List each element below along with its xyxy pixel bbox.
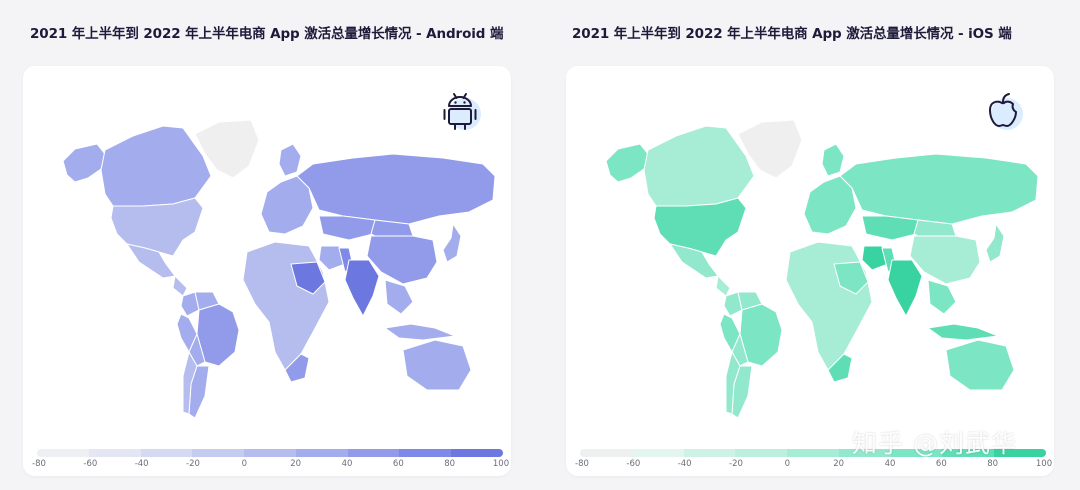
legend-tick-label: -20	[729, 459, 743, 469]
legend-swatch	[347, 449, 400, 457]
ios-panel-title: 2021 年上半年到 2022 年上半年电商 App 激活总量增长情况 - iO…	[572, 26, 1012, 42]
legend-swatch	[631, 449, 684, 457]
region-japan[interactable]	[442, 223, 462, 263]
legend-tick-label: 80	[987, 459, 999, 469]
region-greenland[interactable]	[194, 119, 260, 179]
region-indonesia[interactable]	[927, 323, 999, 341]
region-south-africa[interactable]	[284, 353, 310, 383]
legend-tick-label: 100	[492, 459, 510, 469]
region-saudi-arabia[interactable]	[833, 261, 869, 295]
region-scandinavia[interactable]	[278, 143, 302, 177]
legend-swatch	[295, 449, 348, 457]
legend-tick-label: -80	[32, 459, 46, 469]
legend-swatch	[994, 449, 1046, 457]
legend-tick-label: 40	[341, 459, 353, 469]
region-china[interactable]	[909, 235, 981, 285]
region-united-states[interactable]	[110, 197, 204, 257]
ios-map-card: -80 -60 -40 -20 0 20 40 60 80 100	[566, 66, 1054, 476]
legend-tick-label: 40	[884, 459, 896, 469]
legend-swatch	[683, 449, 736, 457]
region-alaska[interactable]	[605, 143, 649, 183]
region-chile[interactable]	[725, 351, 741, 415]
region-africa[interactable]	[785, 241, 873, 371]
region-colombia[interactable]	[723, 291, 743, 317]
legend-tick-label: -40	[677, 459, 692, 469]
region-greenland[interactable]	[737, 119, 803, 179]
region-central-america[interactable]	[172, 275, 188, 297]
region-scandinavia[interactable]	[821, 143, 845, 177]
legend-tick-label: -40	[134, 459, 149, 469]
region-europe[interactable]	[260, 175, 314, 235]
region-africa[interactable]	[242, 241, 330, 371]
legend-swatch	[787, 449, 839, 457]
android-icon	[443, 93, 481, 130]
legend-swatch	[451, 449, 503, 457]
legend-swatch	[399, 449, 452, 457]
android-map-card: -80 -60 -40 -20 0 20 40 60 80 100	[23, 66, 511, 476]
ios-world-map	[605, 119, 1039, 419]
legend-tick-label: -60	[83, 459, 98, 469]
legend-tick-label: 80	[444, 459, 456, 469]
region-united-states[interactable]	[653, 197, 747, 257]
region-australia[interactable]	[945, 339, 1015, 391]
legend-tick-label: -60	[626, 459, 641, 469]
legend-tick-label: 0	[241, 459, 248, 469]
android-legend-gradient	[37, 449, 503, 457]
region-canada[interactable]	[643, 125, 755, 207]
region-alaska[interactable]	[62, 143, 106, 183]
legend-swatch	[735, 449, 788, 457]
legend-tick-label: -20	[186, 459, 200, 469]
legend-tick-label: 20	[290, 459, 302, 469]
legend-tick-label: 100	[1035, 459, 1053, 469]
legend-swatch	[140, 449, 193, 457]
legend-tick-label: 20	[833, 459, 845, 469]
legend-tick-label: 60	[392, 459, 404, 469]
android-panel-title: 2021 年上半年到 2022 年上半年电商 App 激活总量增长情况 - An…	[30, 26, 504, 42]
ios-legend-ticks: -80 -60 -40 -20 0 20 40 60 80 100	[575, 459, 1052, 471]
region-india[interactable]	[344, 259, 380, 317]
region-kazakhstan[interactable]	[861, 215, 919, 241]
region-kazakhstan[interactable]	[318, 215, 376, 241]
region-southeast-asia[interactable]	[927, 279, 957, 315]
region-europe[interactable]	[803, 175, 857, 235]
legend-swatch	[37, 449, 89, 457]
region-japan[interactable]	[985, 223, 1005, 263]
region-central-america[interactable]	[715, 275, 731, 297]
legend-swatch	[88, 449, 141, 457]
region-china[interactable]	[366, 235, 438, 285]
legend-swatch	[838, 449, 891, 457]
region-saudi-arabia[interactable]	[290, 261, 326, 295]
region-canada[interactable]	[100, 125, 212, 207]
legend-swatch	[244, 449, 296, 457]
region-russia[interactable]	[296, 153, 496, 225]
legend-swatch	[890, 449, 943, 457]
region-indonesia[interactable]	[384, 323, 456, 341]
legend-tick-label: -80	[575, 459, 589, 469]
legend-swatch	[580, 449, 632, 457]
region-iran[interactable]	[318, 245, 346, 271]
region-chile[interactable]	[182, 351, 198, 415]
watermark: 知乎 @刘武华	[852, 429, 1017, 458]
region-colombia[interactable]	[180, 291, 200, 317]
region-russia[interactable]	[839, 153, 1039, 225]
ios-legend-gradient	[580, 449, 1046, 457]
region-south-africa[interactable]	[827, 353, 853, 383]
legend-swatch	[942, 449, 995, 457]
region-southeast-asia[interactable]	[384, 279, 414, 315]
region-india[interactable]	[887, 259, 923, 317]
apple-icon	[989, 93, 1023, 130]
legend-tick-label: 60	[935, 459, 947, 469]
legend-tick-label: 0	[784, 459, 791, 469]
region-australia[interactable]	[402, 339, 472, 391]
android-legend-ticks: -80 -60 -40 -20 0 20 40 60 80 100	[32, 459, 509, 471]
android-world-map	[62, 119, 496, 419]
region-iran[interactable]	[861, 245, 889, 271]
legend-swatch	[192, 449, 245, 457]
